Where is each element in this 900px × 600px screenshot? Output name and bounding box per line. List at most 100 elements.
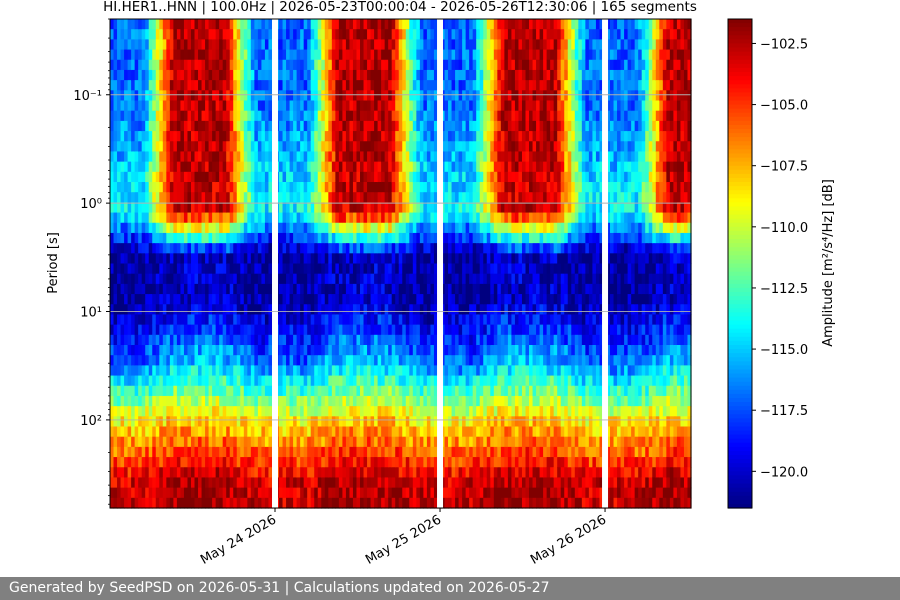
heatmap-cell [384,304,389,316]
heatmap-cell [145,314,150,326]
heatmap-cell [222,59,227,71]
heatmap-cell [398,69,403,81]
heatmap-cell [176,345,182,356]
heatmap-cell [250,253,255,265]
heatmap-cell [433,141,439,153]
heatmap-cell [208,141,213,153]
heatmap-cell [451,345,456,356]
heatmap-cell [363,294,368,305]
heatmap-cell [215,497,220,509]
heatmap-cell [395,395,400,407]
heatmap-cell [226,222,231,234]
heatmap-cell [215,80,220,91]
heatmap-cell [282,314,287,326]
heatmap-cell [469,110,474,122]
heatmap-cell [331,375,336,387]
heatmap-cell [395,283,400,295]
heatmap-cell [374,19,379,30]
heatmap-cell [455,243,460,254]
heatmap-cell [349,161,354,173]
heatmap-cell [176,263,182,275]
heatmap-cell [433,477,439,489]
heatmap-cell [349,100,354,112]
heatmap-cell [212,49,217,61]
heatmap-cell [117,487,122,499]
heatmap-cell [190,406,196,417]
heatmap-cell [159,345,164,356]
heatmap-cell [201,375,206,387]
heatmap-cell [110,192,115,203]
heatmap-cell [127,80,132,91]
heatmap-cell [286,273,291,285]
heatmap-cell [205,294,210,305]
heatmap-cell [247,395,252,407]
heatmap-cell [190,192,196,203]
heatmap-cell [282,90,287,102]
heatmap-cell [219,161,224,173]
heatmap-cell [247,355,252,366]
heatmap-cell [219,80,224,91]
heatmap-cell [229,406,234,417]
heatmap-cell [360,375,365,387]
heatmap-cell [416,110,421,122]
heatmap-cell [250,324,255,336]
heatmap-cell [391,487,396,499]
heatmap-cell [282,334,287,346]
heatmap-cell [448,355,453,366]
heatmap-cell [229,426,234,438]
heatmap-cell [229,19,234,30]
heatmap-cell [328,151,333,163]
heatmap-cell [363,253,368,265]
heatmap-cell [286,416,291,428]
heatmap-cell [173,69,178,81]
heatmap-cell [169,100,174,112]
heatmap-cell [328,365,333,377]
heatmap-cell [451,487,456,499]
heatmap-cell [264,69,270,81]
heatmap-cell [145,59,150,71]
heatmap-cell [412,385,417,397]
heatmap-cell [279,90,284,102]
heatmap-cell [243,487,248,499]
heatmap-cell [423,253,428,265]
heatmap-cell [159,232,164,244]
heatmap-cell [173,273,178,285]
heatmap-cell [240,314,245,326]
heatmap-cell [444,120,449,132]
heatmap-cell [124,436,129,448]
heatmap-cell [331,294,336,305]
heatmap-cell [113,294,118,305]
heatmap-cell [296,80,301,91]
heatmap-cell [335,263,340,275]
heatmap-cell [381,406,386,417]
heatmap-cell [205,334,210,346]
heatmap-cell [138,192,143,203]
heatmap-cell [367,283,372,295]
heatmap-cell [229,365,234,377]
heatmap-cell [208,467,213,479]
heatmap-cell [208,171,213,183]
heatmap-cell [374,467,379,479]
heatmap-cell [377,457,382,468]
heatmap-cell [152,467,157,479]
heatmap-cell [212,29,217,40]
heatmap-cell [331,59,336,71]
heatmap-cell [391,253,396,265]
heatmap-cell [465,304,470,316]
heatmap-cell [152,294,157,305]
heatmap-cell [180,497,185,509]
heatmap-cell [412,457,417,468]
heatmap-cell [342,314,347,326]
heatmap-cell [360,131,365,142]
heatmap-cell [131,151,136,163]
heatmap-cell [219,110,224,122]
heatmap-cell [370,131,375,142]
heatmap-cell [226,232,231,244]
heatmap-cell [310,141,315,153]
heatmap-cell [416,477,421,489]
heatmap-cell [264,416,270,428]
heatmap-cell [201,49,206,61]
heatmap-cell [345,324,351,336]
heatmap-cell [117,355,122,366]
heatmap-cell [391,283,396,295]
